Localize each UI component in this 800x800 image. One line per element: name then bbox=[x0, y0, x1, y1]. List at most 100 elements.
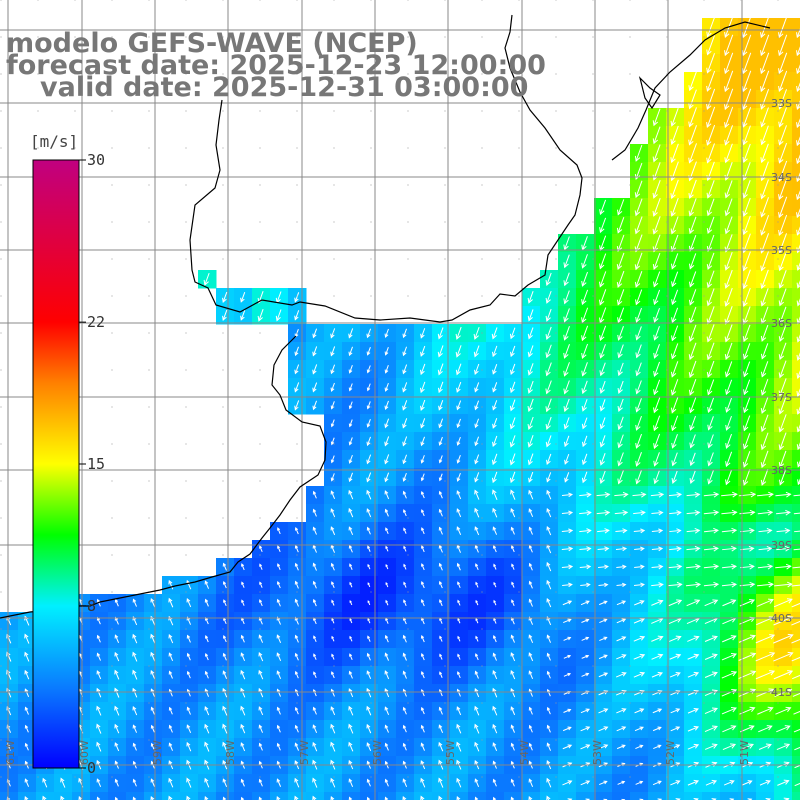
wind-arrow-head bbox=[796, 300, 800, 307]
wind-arrow-head bbox=[635, 460, 641, 467]
wind-arrow bbox=[635, 289, 643, 305]
wind-arrow bbox=[761, 269, 769, 289]
wind-arrow-head bbox=[276, 760, 281, 765]
wind-arrow-head bbox=[675, 708, 681, 713]
wind-arrow bbox=[776, 743, 790, 751]
wind-arrow-head bbox=[492, 387, 497, 393]
wind-arrow bbox=[722, 599, 736, 607]
wind-arrow-head bbox=[492, 742, 497, 747]
wind-arrow-head bbox=[599, 209, 605, 216]
wind-arrow-head bbox=[439, 599, 443, 603]
wind-arrow-head bbox=[634, 228, 640, 235]
wind-arrow bbox=[240, 310, 246, 320]
wind-arrow bbox=[756, 616, 774, 626]
wind-arrow bbox=[115, 779, 119, 787]
wind-arrow bbox=[690, 415, 696, 431]
wind-arrow bbox=[582, 362, 588, 376]
wind-arrow bbox=[186, 796, 190, 800]
wind-arrow-head bbox=[384, 405, 389, 411]
wind-arrow bbox=[403, 653, 407, 661]
wind-arrow bbox=[779, 396, 787, 414]
wind-arrow-head bbox=[438, 777, 443, 783]
wind-arrow-head bbox=[168, 795, 173, 800]
wind-arrow-head bbox=[742, 192, 748, 199]
wind-arrow-head bbox=[563, 388, 569, 395]
wind-arrow bbox=[528, 345, 534, 357]
wind-arrow bbox=[510, 381, 516, 393]
wind-arrow-head bbox=[586, 528, 592, 534]
wind-arrow-head bbox=[258, 599, 263, 603]
wind-arrow-head bbox=[456, 423, 461, 429]
wind-arrow bbox=[222, 742, 228, 752]
wind-arrow-head bbox=[330, 508, 335, 513]
wind-arrow bbox=[708, 452, 714, 466]
wind-arrow bbox=[564, 254, 570, 268]
wind-arrow bbox=[367, 401, 371, 409]
wind-arrow bbox=[582, 399, 588, 411]
wind-arrow bbox=[385, 779, 389, 787]
wind-arrow-head bbox=[688, 245, 695, 252]
wind-cell bbox=[792, 72, 800, 91]
wind-arrow-head bbox=[258, 687, 263, 693]
wind-arrow-head bbox=[675, 653, 682, 659]
wind-arrow bbox=[742, 107, 752, 127]
wind-arrow bbox=[743, 361, 751, 377]
wind-arrow bbox=[294, 364, 300, 374]
wind-cell bbox=[792, 774, 800, 793]
wind-arrow bbox=[492, 435, 498, 447]
wind-arrow bbox=[313, 545, 317, 553]
wind-arrow bbox=[384, 436, 390, 446]
wind-arrow-head bbox=[742, 479, 749, 486]
wind-arrow-head bbox=[676, 492, 683, 498]
wind-arrow-head bbox=[778, 212, 784, 219]
wind-arrow-head bbox=[438, 459, 443, 464]
wind-arrow-head bbox=[527, 333, 533, 340]
wind-arrow bbox=[689, 71, 697, 91]
wind-arrow bbox=[617, 217, 625, 233]
wind-arrow-head bbox=[545, 352, 551, 359]
wind-arrow bbox=[384, 706, 390, 716]
wind-arrow-head bbox=[694, 599, 701, 605]
wind-arrow bbox=[758, 725, 772, 733]
wind-arrow bbox=[457, 545, 461, 553]
wind-arrow-head bbox=[616, 245, 623, 252]
wind-arrow bbox=[617, 781, 625, 785]
wind-arrow-head bbox=[438, 508, 443, 513]
wind-arrow bbox=[706, 88, 716, 110]
wind-cell bbox=[792, 378, 800, 397]
wind-arrow-head bbox=[545, 441, 551, 448]
wind-arrow bbox=[707, 360, 715, 378]
wind-arrow bbox=[150, 779, 156, 787]
wind-arrow-head bbox=[712, 599, 719, 605]
wind-arrow bbox=[277, 707, 281, 715]
wind-arrow-head bbox=[581, 441, 587, 448]
wind-arrow-head bbox=[438, 423, 443, 429]
wind-arrow-head bbox=[313, 635, 317, 639]
wind-arrow bbox=[438, 796, 442, 800]
wind-arrow bbox=[743, 306, 751, 324]
wind-arrow-head bbox=[24, 669, 29, 675]
wind-arrow-head bbox=[796, 336, 800, 343]
wind-arrow bbox=[547, 725, 551, 733]
wind-arrow-head bbox=[132, 778, 137, 783]
wind-arrow bbox=[778, 196, 788, 218]
wind-arrow bbox=[761, 361, 769, 377]
wind-arrow-head bbox=[258, 742, 263, 747]
wind-arrow-head bbox=[528, 670, 533, 675]
wind-arrow bbox=[671, 253, 679, 269]
wind-arrow-head bbox=[330, 723, 335, 729]
wind-arrow-head bbox=[402, 369, 407, 375]
wind-arrow-head bbox=[622, 509, 629, 516]
wind-arrow bbox=[439, 509, 443, 517]
wind-arrow bbox=[546, 362, 552, 376]
wind-cell bbox=[288, 792, 307, 800]
wind-arrow-head bbox=[711, 689, 718, 695]
wind-arrow-head bbox=[528, 706, 533, 711]
wind-arrow bbox=[402, 779, 408, 787]
wind-arrow-head bbox=[475, 563, 479, 567]
wind-arrow bbox=[222, 309, 228, 321]
wind-arrow-head bbox=[330, 671, 335, 675]
wind-arrow bbox=[240, 670, 246, 680]
wind-arrow-head bbox=[384, 351, 389, 356]
wind-arrow bbox=[706, 53, 716, 73]
